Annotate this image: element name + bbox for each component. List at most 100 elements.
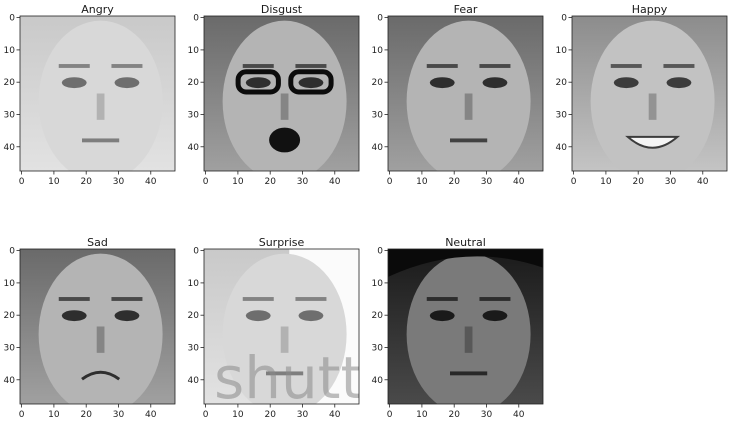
x-tick-label: 40 bbox=[513, 177, 525, 187]
panel-angry: Angry 0 10 20 30 40 0 10 20 30 40 bbox=[4, 3, 176, 187]
face-left-brow bbox=[58, 297, 90, 301]
face-right-brow bbox=[479, 64, 511, 68]
face-right-brow bbox=[111, 64, 143, 68]
face-nose bbox=[96, 326, 105, 353]
y-tick-label: 40 bbox=[372, 376, 384, 386]
face-right-eye bbox=[114, 77, 140, 89]
y-tick-label: 0 bbox=[193, 14, 199, 24]
x-tick-label: 30 bbox=[665, 177, 677, 187]
face-hat bbox=[388, 249, 543, 277]
y-tick-label: 10 bbox=[188, 46, 200, 56]
face-left-brow bbox=[58, 64, 90, 68]
panel-image: shutt bbox=[204, 249, 359, 404]
panel-title: Disgust bbox=[261, 3, 303, 16]
face-right-eye bbox=[298, 310, 324, 322]
panel-surprise: Surprise shutt 0 10 20 30 40 0 10 20 30 40 bbox=[188, 236, 360, 420]
face-glasses-right bbox=[288, 69, 334, 95]
panel-image bbox=[572, 16, 727, 171]
x-tick-label: 30 bbox=[297, 410, 309, 420]
face-left-eye bbox=[61, 77, 87, 89]
x-tick-label: 0 bbox=[19, 177, 25, 187]
x-tick-label: 40 bbox=[145, 177, 157, 187]
x-tick-label: 30 bbox=[113, 177, 125, 187]
face-shape bbox=[222, 20, 347, 171]
y-tick-label: 40 bbox=[372, 143, 384, 153]
x-tick-label: 40 bbox=[329, 177, 341, 187]
face-left-brow bbox=[426, 297, 458, 301]
face-left-brow bbox=[426, 64, 458, 68]
face-right-brow bbox=[295, 297, 327, 301]
panel-image bbox=[20, 249, 175, 404]
y-tick-label: 10 bbox=[372, 46, 384, 56]
x-tick-label: 0 bbox=[387, 177, 393, 187]
face-right-brow bbox=[479, 297, 511, 301]
face-left-eye bbox=[429, 77, 455, 89]
y-tick-label: 30 bbox=[372, 343, 384, 353]
face-shape bbox=[590, 20, 715, 171]
y-tick-label: 0 bbox=[561, 14, 567, 24]
face-right-eye bbox=[482, 77, 508, 89]
panel-title: Sad bbox=[87, 236, 108, 249]
face-shape bbox=[222, 253, 347, 404]
x-tick-label: 20 bbox=[264, 410, 276, 420]
y-tick-label: 40 bbox=[188, 143, 200, 153]
face-left-brow bbox=[242, 64, 274, 68]
face-right-eye bbox=[298, 77, 324, 89]
face-left-eye bbox=[245, 310, 271, 322]
y-tick-label: 20 bbox=[4, 311, 16, 321]
panel-image bbox=[20, 16, 175, 171]
y-tick-label: 10 bbox=[372, 279, 384, 289]
face-nose bbox=[96, 93, 105, 120]
x-tick-label: 20 bbox=[264, 177, 276, 187]
face-mouth bbox=[450, 371, 488, 376]
y-tick-label: 20 bbox=[4, 78, 16, 88]
y-tick-label: 20 bbox=[372, 78, 384, 88]
face-mouth bbox=[269, 127, 301, 153]
panel-image bbox=[388, 16, 543, 171]
y-tick-label: 40 bbox=[4, 376, 16, 386]
y-tick-label: 40 bbox=[556, 143, 568, 153]
x-tick-label: 0 bbox=[19, 410, 25, 420]
face-mouth bbox=[625, 135, 681, 149]
x-tick-label: 10 bbox=[232, 410, 244, 420]
x-tick-label: 40 bbox=[513, 410, 525, 420]
axes-frame bbox=[203, 248, 360, 405]
x-tick-label: 10 bbox=[416, 410, 428, 420]
face-nose bbox=[280, 326, 289, 353]
face-shape bbox=[38, 20, 163, 171]
panel-neutral: Neutral 0 10 20 30 40 0 10 20 30 40 bbox=[372, 236, 544, 420]
x-tick-label: 40 bbox=[145, 410, 157, 420]
x-tick-label: 0 bbox=[571, 177, 577, 187]
face-right-eye bbox=[482, 310, 508, 322]
axes-frame bbox=[203, 15, 360, 172]
face-shape bbox=[406, 253, 531, 404]
axes-frame bbox=[387, 15, 544, 172]
y-tick-label: 20 bbox=[372, 311, 384, 321]
x-tick-label: 40 bbox=[697, 177, 709, 187]
x-tick-label: 20 bbox=[448, 410, 460, 420]
panel-fear: Fear 0 10 20 30 40 0 10 20 30 40 bbox=[372, 3, 544, 187]
x-tick-label: 30 bbox=[481, 177, 493, 187]
panel-title: Neutral bbox=[445, 236, 486, 249]
panel-sad: Sad 0 10 20 30 40 0 10 20 30 40 bbox=[4, 236, 176, 420]
y-tick-label: 10 bbox=[556, 46, 568, 56]
y-tick-label: 10 bbox=[188, 279, 200, 289]
x-tick-label: 0 bbox=[387, 410, 393, 420]
y-tick-label: 40 bbox=[4, 143, 16, 153]
panel-disgust: Disgust 0 10 20 30 40 0 10 20 30 40 bbox=[188, 3, 360, 187]
face-right-eye bbox=[114, 310, 140, 322]
y-tick-label: 30 bbox=[188, 343, 200, 353]
x-tick-label: 40 bbox=[329, 410, 341, 420]
face-left-eye bbox=[245, 77, 271, 89]
face-nose bbox=[464, 326, 473, 353]
x-tick-label: 20 bbox=[632, 177, 644, 187]
face-mouth bbox=[266, 371, 304, 376]
face-left-brow bbox=[610, 64, 642, 68]
face-left-eye bbox=[61, 310, 87, 322]
y-tick-label: 20 bbox=[188, 78, 200, 88]
y-tick-label: 30 bbox=[188, 110, 200, 120]
face-shape bbox=[38, 253, 163, 404]
x-tick-label: 0 bbox=[203, 410, 209, 420]
y-tick-label: 0 bbox=[377, 14, 383, 24]
y-tick-label: 20 bbox=[556, 78, 568, 88]
